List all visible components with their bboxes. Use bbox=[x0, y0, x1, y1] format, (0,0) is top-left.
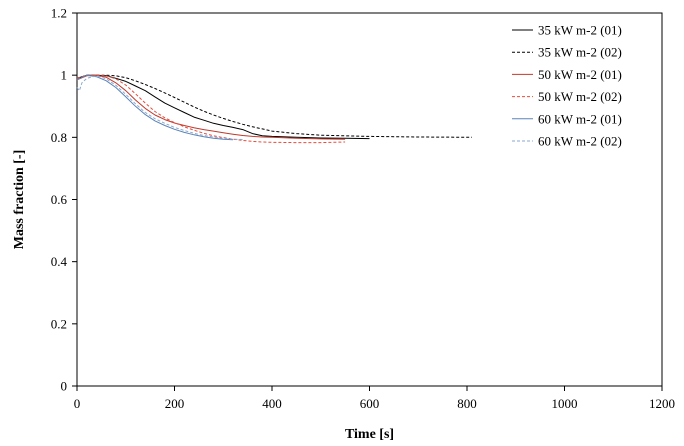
series-line-3 bbox=[76, 74, 346, 140]
legend-label-3: 50 kW m-2 (01) bbox=[538, 67, 622, 82]
x-tick-label: 400 bbox=[262, 396, 282, 411]
legend: 35 kW m-2 (01) 35 kW m-2 (02) 50 kW m-2 (0… bbox=[512, 23, 622, 149]
legend-label-2: 35 kW m-2 (02) bbox=[538, 45, 622, 60]
legend-label-1: 35 kW m-2 (01) bbox=[538, 23, 622, 38]
series-line-1 bbox=[76, 74, 370, 140]
y-tick-label: 0.8 bbox=[51, 130, 67, 145]
x-tick-label: 1000 bbox=[552, 396, 578, 411]
x-axis-title: Time [s] bbox=[345, 427, 394, 442]
y-tick-label: 0.4 bbox=[51, 254, 68, 269]
x-tick-label: 200 bbox=[165, 396, 185, 411]
series-layer bbox=[76, 74, 472, 144]
y-tick-label: 1 bbox=[61, 68, 68, 83]
legend-label-5: 60 kW m-2 (01) bbox=[538, 111, 622, 126]
y-tick-label: 1.2 bbox=[51, 6, 67, 21]
tick-labels: 0 200 400 600 800 1000 1200 0 0.2 0.4 0.6 0.8 1 1.2 bbox=[51, 6, 675, 412]
y-tick-label: 0.6 bbox=[51, 192, 68, 207]
legend-label-4: 50 kW m-2 (02) bbox=[538, 89, 622, 104]
x-tick-label: 0 bbox=[74, 396, 81, 411]
series-line-4 bbox=[76, 74, 346, 144]
x-tick-label: 600 bbox=[360, 396, 380, 411]
x-tick-label: 1200 bbox=[649, 396, 675, 411]
plot-area bbox=[72, 12, 663, 391]
y-tick-label: 0 bbox=[61, 379, 68, 394]
legend-label-6: 60 kW m-2 (02) bbox=[538, 134, 622, 149]
y-axis-title: Mass fraction [-] bbox=[12, 150, 27, 250]
x-tick-label: 800 bbox=[457, 396, 477, 411]
series-line-5 bbox=[76, 74, 234, 141]
series-line-2 bbox=[76, 74, 472, 138]
y-tick-label: 0.2 bbox=[51, 316, 67, 331]
series-line-6 bbox=[76, 75, 243, 140]
